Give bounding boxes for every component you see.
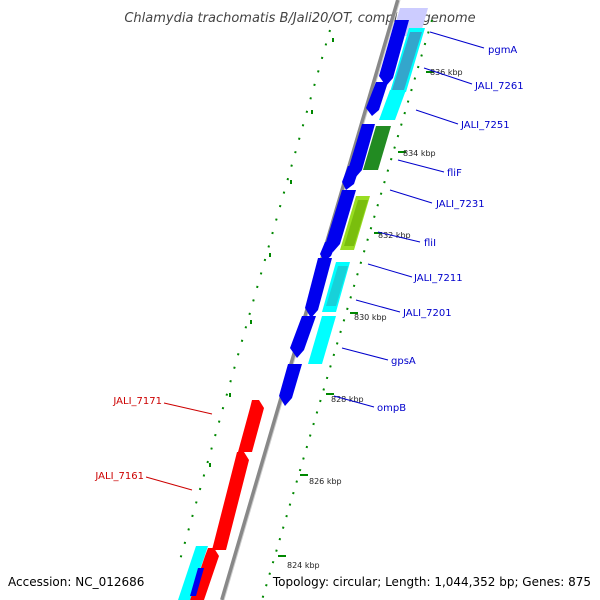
gene-label-gpsA: gpsA xyxy=(391,356,416,367)
gene-arrow-fliF xyxy=(348,124,375,178)
gene-arrow-jali7161 xyxy=(212,452,249,550)
cog-block-fliF xyxy=(363,126,391,170)
gene-label-jali7231: JALI_7231 xyxy=(435,199,485,210)
gene-label-jali7211: JALI_7211 xyxy=(413,273,463,284)
gene-arrow-jali7231 xyxy=(326,190,356,252)
gene-arrow-small-1 xyxy=(342,166,360,190)
forward-gene-labels: pgmA JALI_7261 JALI_7251 fliF JALI_7231 … xyxy=(377,45,524,414)
cog-block-jali7261-shade xyxy=(392,32,422,90)
gene-label-jali7161: JALI_7161 xyxy=(94,471,144,482)
genome-summary: Topology: circular; Length: 1,044,352 bp… xyxy=(272,575,591,589)
scale-label-836: 836 kbp xyxy=(430,68,463,77)
gene-label-pgmA: pgmA xyxy=(488,45,517,56)
scale-minor-ticks xyxy=(209,38,334,467)
gene-arrow-small-2 xyxy=(320,242,337,262)
gene-label-jali7261: JALI_7261 xyxy=(474,81,524,92)
gene-label-jali7201: JALI_7201 xyxy=(402,308,452,319)
scale-label-824: 824 kbp xyxy=(287,561,320,570)
cog-block-bottom-cyan-2 xyxy=(190,568,204,596)
gene-arrow-jali7201 xyxy=(290,316,316,358)
forward-gene-arrows xyxy=(279,20,409,406)
gene-arrow-ompB xyxy=(279,364,302,406)
gene-label-ompB: ompB xyxy=(377,403,406,414)
gene-label-fliI: fliI xyxy=(424,238,436,249)
gene-label-fliF: fliF xyxy=(447,168,462,179)
gene-label-jali7171: JALI_7171 xyxy=(112,396,162,407)
scale-label-834: 834 kbp xyxy=(403,149,436,158)
reverse-gene-labels: JALI_7171 JALI_7161 xyxy=(94,396,162,482)
cog-feature-track xyxy=(308,8,428,364)
gene-arrow-pgmA xyxy=(379,20,409,86)
label-leader-lines-reverse xyxy=(145,402,213,491)
accession-label: Accession: NC_012686 xyxy=(8,575,144,589)
cog-block-jali7211 xyxy=(322,262,350,312)
cog-block-jali7211-shade xyxy=(326,266,348,306)
cog-block-bottom-cyan xyxy=(178,546,208,600)
cog-block-gpsA xyxy=(308,316,336,364)
scale-label-826: 826 kbp xyxy=(309,477,342,486)
gene-label-jali7251: JALI_7251 xyxy=(460,120,510,131)
cog-block-fliI-shade xyxy=(344,200,368,246)
gene-arrow-jali7251 xyxy=(366,82,388,116)
gene-arrow-jali7171 xyxy=(238,400,264,452)
label-leader-lines xyxy=(333,31,485,408)
gene-arrow-jali7211 xyxy=(305,258,332,318)
cog-block-jali7251 xyxy=(379,90,406,120)
scale-label-830: 830 kbp xyxy=(354,313,387,322)
map-title: Chlamydia trachomatis B/Jali20/OT, compl… xyxy=(124,11,475,26)
